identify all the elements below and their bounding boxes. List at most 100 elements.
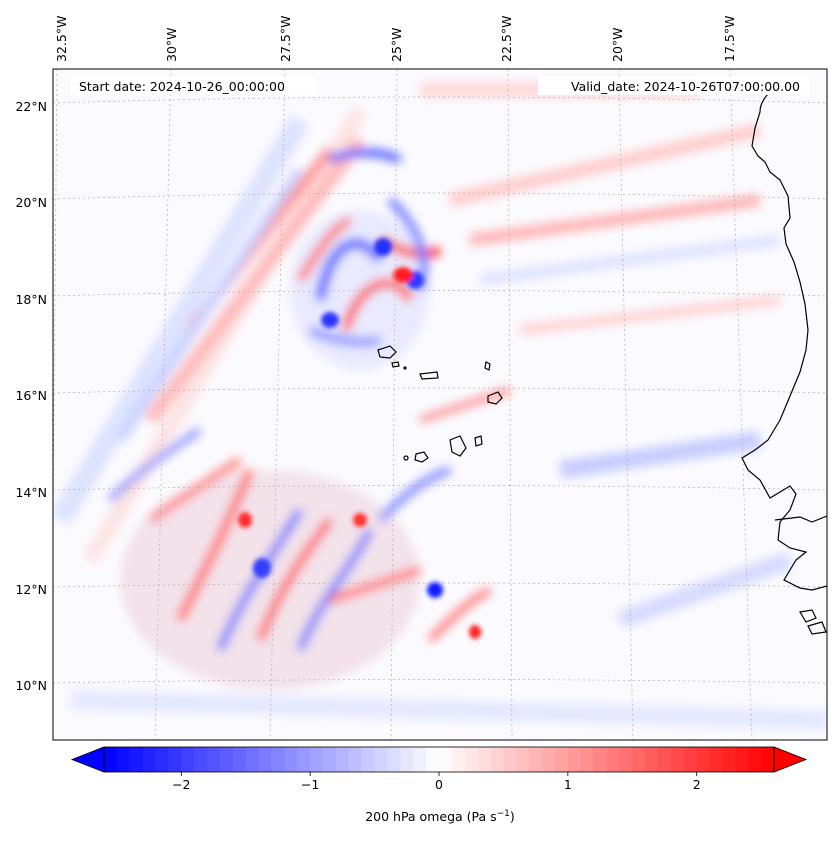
- colorbar-cell: [258, 747, 273, 772]
- graticule: [53, 69, 827, 740]
- lat-label-10n: 10°N: [15, 678, 47, 693]
- colorbar-cell: [722, 747, 736, 772]
- colorbar-cell: [645, 747, 659, 772]
- colorbar-cell: [658, 747, 672, 772]
- colorbar-cell: [245, 747, 260, 772]
- island-fogo: [414, 451, 429, 463]
- island-sao-vicente: [391, 361, 400, 368]
- colorbar-cell: [181, 747, 195, 772]
- colorbar-cell: [619, 747, 633, 772]
- bijagos-island-2: [807, 621, 827, 635]
- omega-field-extremes: [238, 238, 481, 639]
- lon-label-27-5w: 27.5°W: [278, 16, 293, 62]
- colorbar-tick-label: −2: [172, 777, 190, 792]
- lat-label-20n: 20°N: [15, 195, 47, 210]
- colorbar-tick-label: 2: [693, 777, 701, 792]
- coastlines: [377, 79, 827, 635]
- meridian-27-5w: [269, 69, 286, 740]
- colorbar-cell: [142, 747, 157, 772]
- lon-label-17-5w: 17.5°W: [722, 16, 737, 62]
- colorbar-low-extension: [70, 746, 105, 773]
- colorbar-cell: [761, 747, 775, 772]
- gambia-river: [774, 515, 827, 523]
- meridian-32-5w: [53, 69, 58, 556]
- colorbar-cell: [323, 747, 337, 772]
- parallel-10n: [53, 679, 827, 684]
- colorbar-cell: [477, 747, 492, 772]
- colorbar-cell: [490, 747, 505, 772]
- lon-label-20w: 20°W: [610, 27, 625, 62]
- colorbar-cell: [606, 747, 620, 772]
- colorbar-cell: [516, 747, 530, 772]
- map-frame: [52, 68, 828, 741]
- colorbar-cell: [439, 747, 453, 772]
- parallel-14n: [53, 485, 827, 491]
- lat-label-12n: 12°N: [15, 582, 47, 597]
- colorbar-cell: [271, 747, 285, 772]
- omega-field: [53, 69, 827, 740]
- valid-date-box: [538, 76, 809, 95]
- colorbar-label-close: ): [510, 809, 515, 824]
- island-boa-vista: [487, 391, 503, 405]
- colorbar-cell: [593, 747, 608, 772]
- colorbar-label: 200 hPa omega (Pa s−1): [365, 809, 515, 824]
- colorbar-cell: [348, 747, 363, 772]
- island-sal: [484, 361, 491, 371]
- island-maio: [474, 435, 483, 447]
- colorbar-cell: [670, 747, 685, 772]
- colorbar-cell: [529, 747, 543, 772]
- map-panel: Start date: 2024-10-26_00:00:00 Valid_da…: [15, 16, 828, 741]
- colorbar-cell: [374, 747, 389, 772]
- parallel-22n: [53, 96, 827, 104]
- colorbar-cells: [104, 747, 775, 772]
- colorbar-tick-label: 0: [435, 777, 443, 792]
- colorbar-cell: [155, 747, 170, 772]
- colorbar-cell: [632, 747, 646, 772]
- lon-label-22-5w: 22.5°W: [499, 16, 514, 62]
- colorbar-cell: [580, 747, 595, 772]
- start-date-label: Start date: 2024-10-26_00:00:00: [79, 79, 285, 94]
- colorbar-cell: [567, 747, 582, 772]
- colorbar-cell: [168, 747, 182, 772]
- colorbar-cell: [361, 747, 376, 772]
- colorbar-cell: [335, 747, 350, 772]
- lat-label-22n: 22°N: [15, 99, 47, 114]
- meridian-25w: [390, 69, 398, 740]
- colorbar-cell: [284, 747, 298, 772]
- colorbar-cell: [387, 747, 401, 772]
- colorbar-cell: [413, 747, 427, 772]
- colorbar-cell: [735, 747, 749, 772]
- colorbar-cell: [464, 747, 479, 772]
- parallel-16n: [53, 387, 827, 394]
- island-brava: [403, 455, 409, 461]
- colorbar-cell: [207, 747, 221, 772]
- lat-label-14n: 14°N: [15, 485, 47, 500]
- island-santa-luzia: [403, 366, 407, 370]
- colorbar-cell: [194, 747, 208, 772]
- meridian-22-5w: [507, 69, 513, 740]
- african-coast: [741, 79, 827, 591]
- colorbar-cell: [683, 747, 698, 772]
- colorbar-cell: [426, 747, 440, 772]
- parallel-20n: [53, 192, 827, 200]
- colorbar-cell: [709, 747, 724, 772]
- parallel-12n: [53, 582, 827, 588]
- lon-label-30w: 30°W: [164, 27, 179, 62]
- colorbar-cell: [104, 747, 118, 772]
- meridian-17-5w: [729, 69, 753, 740]
- colorbar-cell: [696, 747, 711, 772]
- lat-label-16n: 16°N: [15, 388, 47, 403]
- colorbar-cell: [503, 747, 517, 772]
- meridian-30w: [154, 69, 172, 740]
- colorbar-label-main: 200 hPa omega (Pa s: [365, 809, 496, 824]
- colorbar-tick-label: −1: [301, 777, 319, 792]
- valid-date-label: Valid_date: 2024-10-26T07:00:00.00: [571, 79, 800, 94]
- colorbar-tick-label: 1: [564, 777, 572, 792]
- colorbar: −2 −1 0 1 2 200 hPa omega (Pa s−1): [70, 746, 808, 824]
- lat-label-18n: 18°N: [15, 292, 47, 307]
- bijagos-island-1: [799, 609, 817, 623]
- island-santo-antao: [377, 345, 397, 359]
- colorbar-high-extension: [773, 746, 808, 773]
- colorbar-cell: [297, 747, 311, 772]
